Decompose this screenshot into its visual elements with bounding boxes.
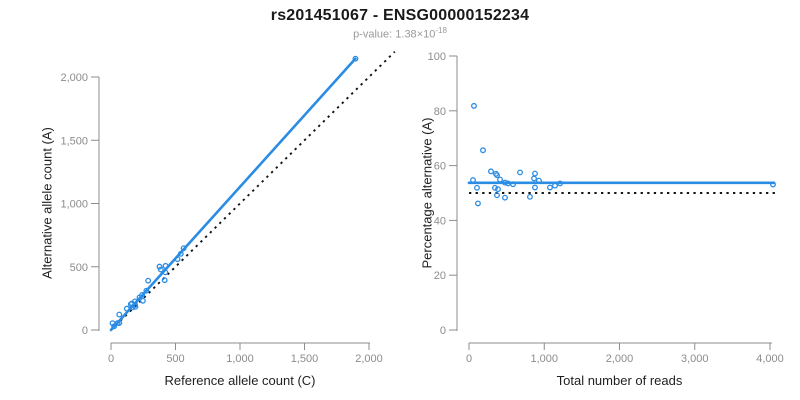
left-data-point [177, 250, 184, 257]
right-y-tick-label: 100 [428, 51, 446, 63]
p-value-times: ×10 [416, 28, 436, 41]
right-x-tick-label: 1,000 [530, 353, 558, 365]
right-data-point [552, 182, 558, 189]
left-data-point [156, 263, 163, 270]
right-x-tick-label: 0 [466, 353, 472, 365]
left-data-point [123, 305, 130, 312]
left-y-tick-label: 500 [70, 262, 88, 274]
right-data-point [770, 181, 776, 188]
right-y-tick-label: 20 [434, 270, 446, 282]
right-x-axis-title: Total number of reads [556, 373, 683, 388]
left-data-point [162, 262, 169, 269]
left-data-point [143, 287, 150, 294]
right-data-point [527, 193, 533, 200]
right-data-point [517, 169, 523, 176]
right-data-point [502, 179, 508, 186]
left-data-point [162, 269, 169, 276]
right-data-point [532, 184, 538, 191]
left-y-tick-label: 0 [82, 325, 88, 337]
left-data-point [174, 256, 181, 263]
right-x-tick-label: 4,000 [756, 353, 784, 365]
identity-line [110, 51, 396, 331]
p-value-prefix: p-value: [353, 28, 396, 41]
right-data-point [492, 184, 498, 191]
left-data-point [132, 302, 139, 308]
right-data-point [475, 200, 481, 207]
right-y-axis-title: Percentage alternative (A) [419, 117, 435, 269]
left-x-tick-label: 500 [166, 353, 184, 365]
right-data-point [502, 194, 508, 201]
left-x-axis-title: Reference allele count (C) [164, 373, 316, 388]
p-value-exponent: -18 [435, 26, 447, 35]
right-data-point [531, 175, 537, 182]
right-x-tick-label: 2,000 [606, 353, 634, 365]
left-data-point [352, 55, 359, 62]
right-data-point [488, 168, 494, 175]
right-y-tick-label: 60 [434, 161, 446, 173]
left-data-point [116, 311, 123, 318]
right-data-point [497, 176, 503, 183]
figure-subtitle: p-value: 1.38×10-18 [0, 26, 800, 41]
right-y-tick-label: 80 [434, 106, 446, 118]
left-data-point [139, 292, 146, 298]
right-data-point [547, 184, 553, 191]
p-value-mantissa: 1.38 [395, 28, 417, 41]
left-data-point [111, 323, 118, 330]
left-data-point [116, 320, 123, 326]
right-data-point [495, 186, 501, 193]
right-data-point [532, 170, 538, 177]
left-y-tick-label: 1,000 [60, 199, 88, 211]
left-y-tick-label: 1,500 [60, 135, 88, 147]
left-x-tick-label: 1,500 [291, 353, 319, 365]
left-data-point [132, 298, 138, 305]
left-y-axis-title: Alternative allele count (A) [39, 127, 55, 279]
right-data-point [471, 102, 477, 109]
right-data-point [494, 192, 500, 199]
left-data-point [145, 277, 152, 284]
fit-line [109, 57, 357, 332]
right-data-point [474, 184, 480, 191]
right-y-tick-label: 0 [440, 325, 446, 337]
left-x-tick-label: 1,000 [226, 353, 254, 365]
left-data-point [139, 297, 146, 304]
right-data-point [536, 177, 542, 184]
figure-title: rs201451067 - ENSG00000152234 [270, 7, 530, 24]
right-data-point [510, 181, 516, 188]
right-data-point [557, 180, 564, 187]
left-x-tick-label: 0 [108, 353, 114, 365]
left-x-tick-label: 2,000 [355, 353, 383, 365]
right-data-point [480, 147, 486, 154]
left-data-point [180, 245, 187, 252]
right-data-point [470, 177, 476, 184]
left-data-point [161, 277, 168, 284]
right-y-tick-label: 40 [434, 215, 446, 227]
right-data-point [494, 172, 500, 179]
left-data-point [157, 266, 164, 273]
left-y-tick-label: 2,000 [60, 72, 88, 84]
right-x-tick-label: 3,000 [681, 353, 709, 365]
